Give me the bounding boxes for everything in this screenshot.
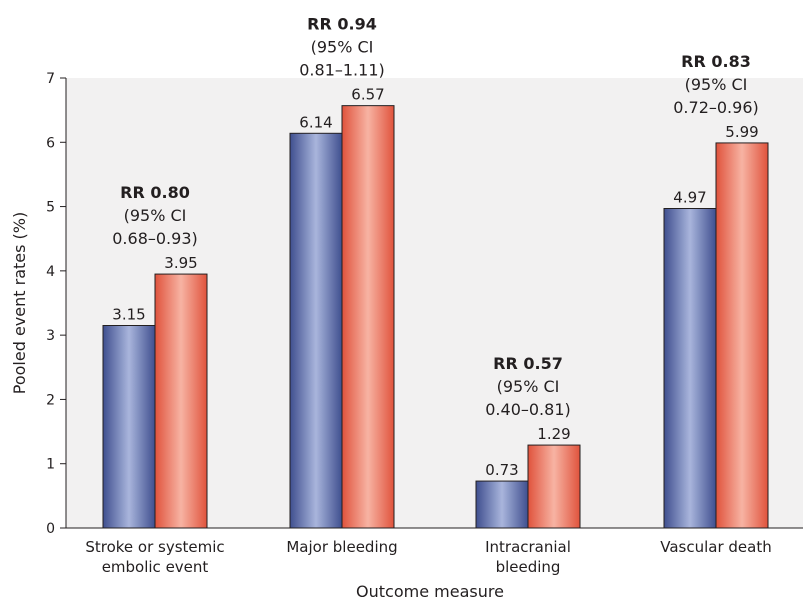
bar-value-label: 5.99 — [725, 123, 758, 141]
rr-value: RR 0.57 — [493, 354, 563, 373]
x-category-label: Vascular death — [660, 538, 771, 556]
bar — [154, 273, 208, 529]
rr-ci-label: (95% CI — [124, 206, 187, 225]
labels-group: 3.15 6.14 0.73 4.97 3.95 6.57 1.29 5.99 Stroke o… — [85, 15, 771, 576]
bar — [715, 142, 769, 529]
bar-value-label: 3.15 — [112, 306, 145, 324]
y-tick-label: 2 — [46, 392, 55, 408]
bar-value-label: 4.97 — [673, 189, 706, 207]
rr-ci-label: (95% CI — [497, 377, 560, 396]
rr-value: RR 0.83 — [681, 52, 751, 71]
y-tick-label: 5 — [46, 200, 55, 216]
rr-ci-range: 0.68–0.93) — [112, 229, 198, 248]
bar — [102, 325, 156, 529]
rr-value: RR 0.80 — [120, 183, 190, 202]
bar — [663, 208, 717, 529]
y-tick-label: 3 — [46, 328, 55, 344]
bar-value-label: 3.95 — [164, 254, 197, 272]
y-tick-label: 0 — [46, 521, 55, 537]
rr-ci-range: 0.81–1.11) — [299, 61, 385, 80]
rr-ci-range: 0.72–0.96) — [673, 98, 759, 117]
bar — [341, 105, 395, 529]
bar — [475, 480, 529, 529]
y-tick-label: 6 — [46, 135, 55, 151]
bars-group — [102, 105, 769, 529]
y-axis-title: Pooled event rates (%) — [10, 212, 29, 394]
rr-ci-label: (95% CI — [685, 75, 748, 94]
bar — [289, 132, 343, 529]
rr-ci-range: 0.40–0.81) — [485, 400, 571, 419]
x-category-label: Stroke or systemic embolic event — [85, 538, 224, 576]
y-tick-label: 7 — [46, 71, 55, 87]
bar-value-label: 6.57 — [351, 86, 384, 104]
x-category-label: Intracranial bleeding — [485, 538, 571, 576]
bar-value-label: 6.14 — [299, 113, 332, 131]
rr-ci-label: (95% CI — [311, 38, 374, 57]
x-axis-title: Outcome measure — [356, 582, 504, 601]
rr-value: RR 0.94 — [307, 15, 377, 34]
x-category-label: Major bleeding — [286, 538, 397, 556]
bar-value-label: 0.73 — [485, 461, 518, 479]
bar — [527, 444, 581, 529]
bar-value-label: 1.29 — [537, 425, 570, 443]
axes-group: 0 1 2 3 4 5 6 7 — [46, 71, 803, 537]
y-tick-label: 4 — [46, 264, 55, 280]
y-tick-label: 1 — [46, 457, 55, 473]
